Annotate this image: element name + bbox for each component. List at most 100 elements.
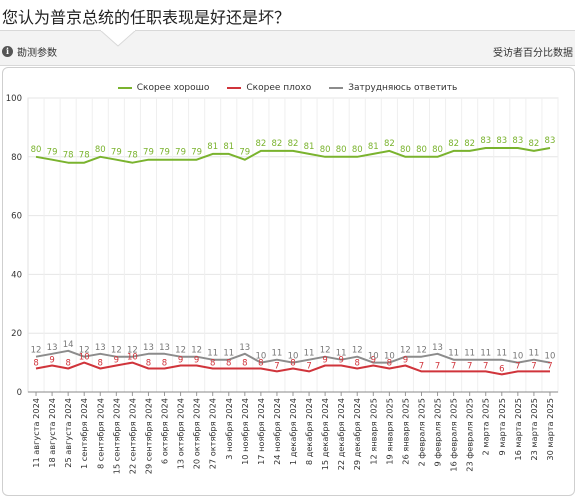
data-label-unsure: 10: [288, 352, 299, 362]
data-label-good: 79: [175, 148, 186, 158]
data-label-bad: 7: [467, 361, 472, 371]
legend-label-unsure: Затрудняюсь ответить: [348, 83, 458, 93]
y-tick-label: 80: [11, 153, 22, 163]
data-label-good: 79: [47, 148, 58, 158]
data-label-unsure: 12: [352, 346, 363, 356]
data-label-good: 80: [320, 145, 331, 155]
data-label-good: 78: [79, 151, 90, 161]
x-tick-label: 15 декабря 2024: [320, 398, 330, 470]
data-label-good: 82: [272, 139, 283, 149]
data-label-good: 80: [416, 145, 427, 155]
data-label-good: 79: [111, 148, 122, 158]
y-tick-label: 60: [11, 212, 22, 222]
data-label-unsure: 12: [127, 346, 138, 356]
data-label-bad: 9: [114, 356, 119, 366]
data-label-bad: 7: [547, 361, 552, 371]
data-label-good: 79: [143, 148, 154, 158]
data-label-unsure: 11: [528, 349, 539, 359]
x-tick-label: 9 февраля 2025: [433, 398, 443, 467]
data-label-unsure: 12: [416, 346, 427, 356]
data-label-unsure: 13: [159, 343, 170, 353]
data-label-good: 80: [352, 145, 363, 155]
data-label-unsure: 11: [223, 349, 234, 359]
data-label-bad: 9: [338, 356, 343, 366]
data-label-bad: 7: [515, 361, 520, 371]
data-label-unsure: 11: [207, 349, 218, 359]
x-tick-label: 20 октября 2024: [192, 398, 202, 469]
x-tick-label: 16 февраля 2025: [449, 398, 459, 472]
data-label-unsure: 11: [496, 349, 507, 359]
data-label-unsure: 11: [336, 349, 347, 359]
x-tick-label: 13 октября 2024: [176, 398, 186, 469]
data-label-bad: 8: [387, 358, 392, 368]
data-label-bad: 7: [306, 361, 311, 371]
data-label-unsure: 11: [448, 349, 459, 359]
data-label-good: 80: [336, 145, 347, 155]
x-tick-label: 2 марта 2025: [481, 398, 491, 455]
survey-params[interactable]: i 勘测参数: [2, 44, 57, 59]
data-label-good: 80: [400, 145, 411, 155]
data-label-good: 78: [127, 151, 138, 161]
x-tick-label: 16 марта 2025: [513, 398, 523, 461]
data-label-bad: 8: [162, 358, 167, 368]
data-label-bad: 8: [226, 358, 231, 368]
data-label-good: 83: [545, 136, 556, 146]
x-tick-label: 9 марта 2025: [497, 398, 507, 455]
data-label-bad: 9: [371, 356, 376, 366]
x-tick-label: 18 августа 2024: [47, 398, 57, 468]
data-label-bad: 8: [65, 358, 70, 368]
data-label-unsure: 11: [480, 349, 491, 359]
data-label-bad: 9: [49, 356, 54, 366]
data-label-unsure: 10: [384, 352, 395, 362]
data-label-bad: 7: [451, 361, 456, 371]
series-line-unsure: [35, 349, 551, 364]
y-tick-label: 40: [11, 270, 22, 280]
data-label-bad: 8: [242, 358, 247, 368]
x-tick-label: 29 сентября 2024: [143, 398, 153, 474]
x-tick-label: 2 февраля 2025: [416, 398, 426, 467]
data-label-good: 83: [496, 136, 507, 146]
series-line-good: [35, 147, 551, 164]
x-tick-label: 25 августа 2024: [63, 398, 73, 468]
info-bar: [0, 30, 575, 66]
data-label-bad: 7: [531, 361, 536, 371]
legend-item-unsure[interactable]: Затрудняюсь ответить: [329, 81, 457, 95]
x-tick-label: 1 декабря 2024: [288, 398, 298, 465]
data-label-unsure: 13: [47, 343, 58, 353]
data-label-bad: 6: [499, 364, 504, 374]
data-label-bad: 8: [33, 358, 38, 368]
data-label-bad: 8: [258, 358, 263, 368]
data-label-bad: 8: [355, 358, 360, 368]
data-label-unsure: 11: [304, 349, 315, 359]
x-tick-label: 3 ноября 2024: [224, 398, 234, 460]
legend-item-bad[interactable]: Скорее плохо: [227, 81, 311, 95]
data-label-bad: 7: [419, 361, 424, 371]
data-label-unsure: 13: [143, 343, 154, 353]
x-tick-label: 12 января 2025: [368, 398, 378, 465]
chart-legend: Скорее хорошо Скорее плохо Затрудняюсь о…: [0, 81, 575, 95]
x-tick-label: 8 декабря 2024: [304, 398, 314, 465]
x-tick-label: 22 сентября 2024: [127, 398, 137, 474]
data-label-good: 79: [191, 148, 202, 158]
data-label-unsure: 10: [368, 352, 379, 362]
data-label-unsure: 12: [175, 346, 186, 356]
data-label-good: 82: [464, 139, 475, 149]
data-label-unsure: 12: [31, 346, 42, 356]
info-icon: i: [2, 46, 13, 57]
data-label-bad: 7: [435, 361, 440, 371]
legend-item-good[interactable]: Скорее хорошо: [117, 81, 210, 95]
x-tick-label: 29 декабря 2024: [352, 398, 362, 470]
data-label-unsure: 13: [432, 343, 443, 353]
data-label-good: 83: [480, 136, 491, 146]
legend-swatch-unsure: [329, 87, 344, 89]
data-label-bad: 8: [290, 358, 295, 368]
data-label-unsure: 12: [320, 346, 331, 356]
data-label-unsure: 12: [111, 346, 122, 356]
data-label-good: 82: [528, 139, 539, 149]
y-tick-label: 20: [11, 329, 22, 339]
y-tick-label: 0: [17, 388, 22, 398]
series-line-bad: [35, 361, 550, 376]
data-label-bad: 10: [127, 353, 138, 363]
legend-label-good: Скорее хорошо: [136, 83, 210, 93]
data-label-good: 82: [288, 139, 299, 149]
